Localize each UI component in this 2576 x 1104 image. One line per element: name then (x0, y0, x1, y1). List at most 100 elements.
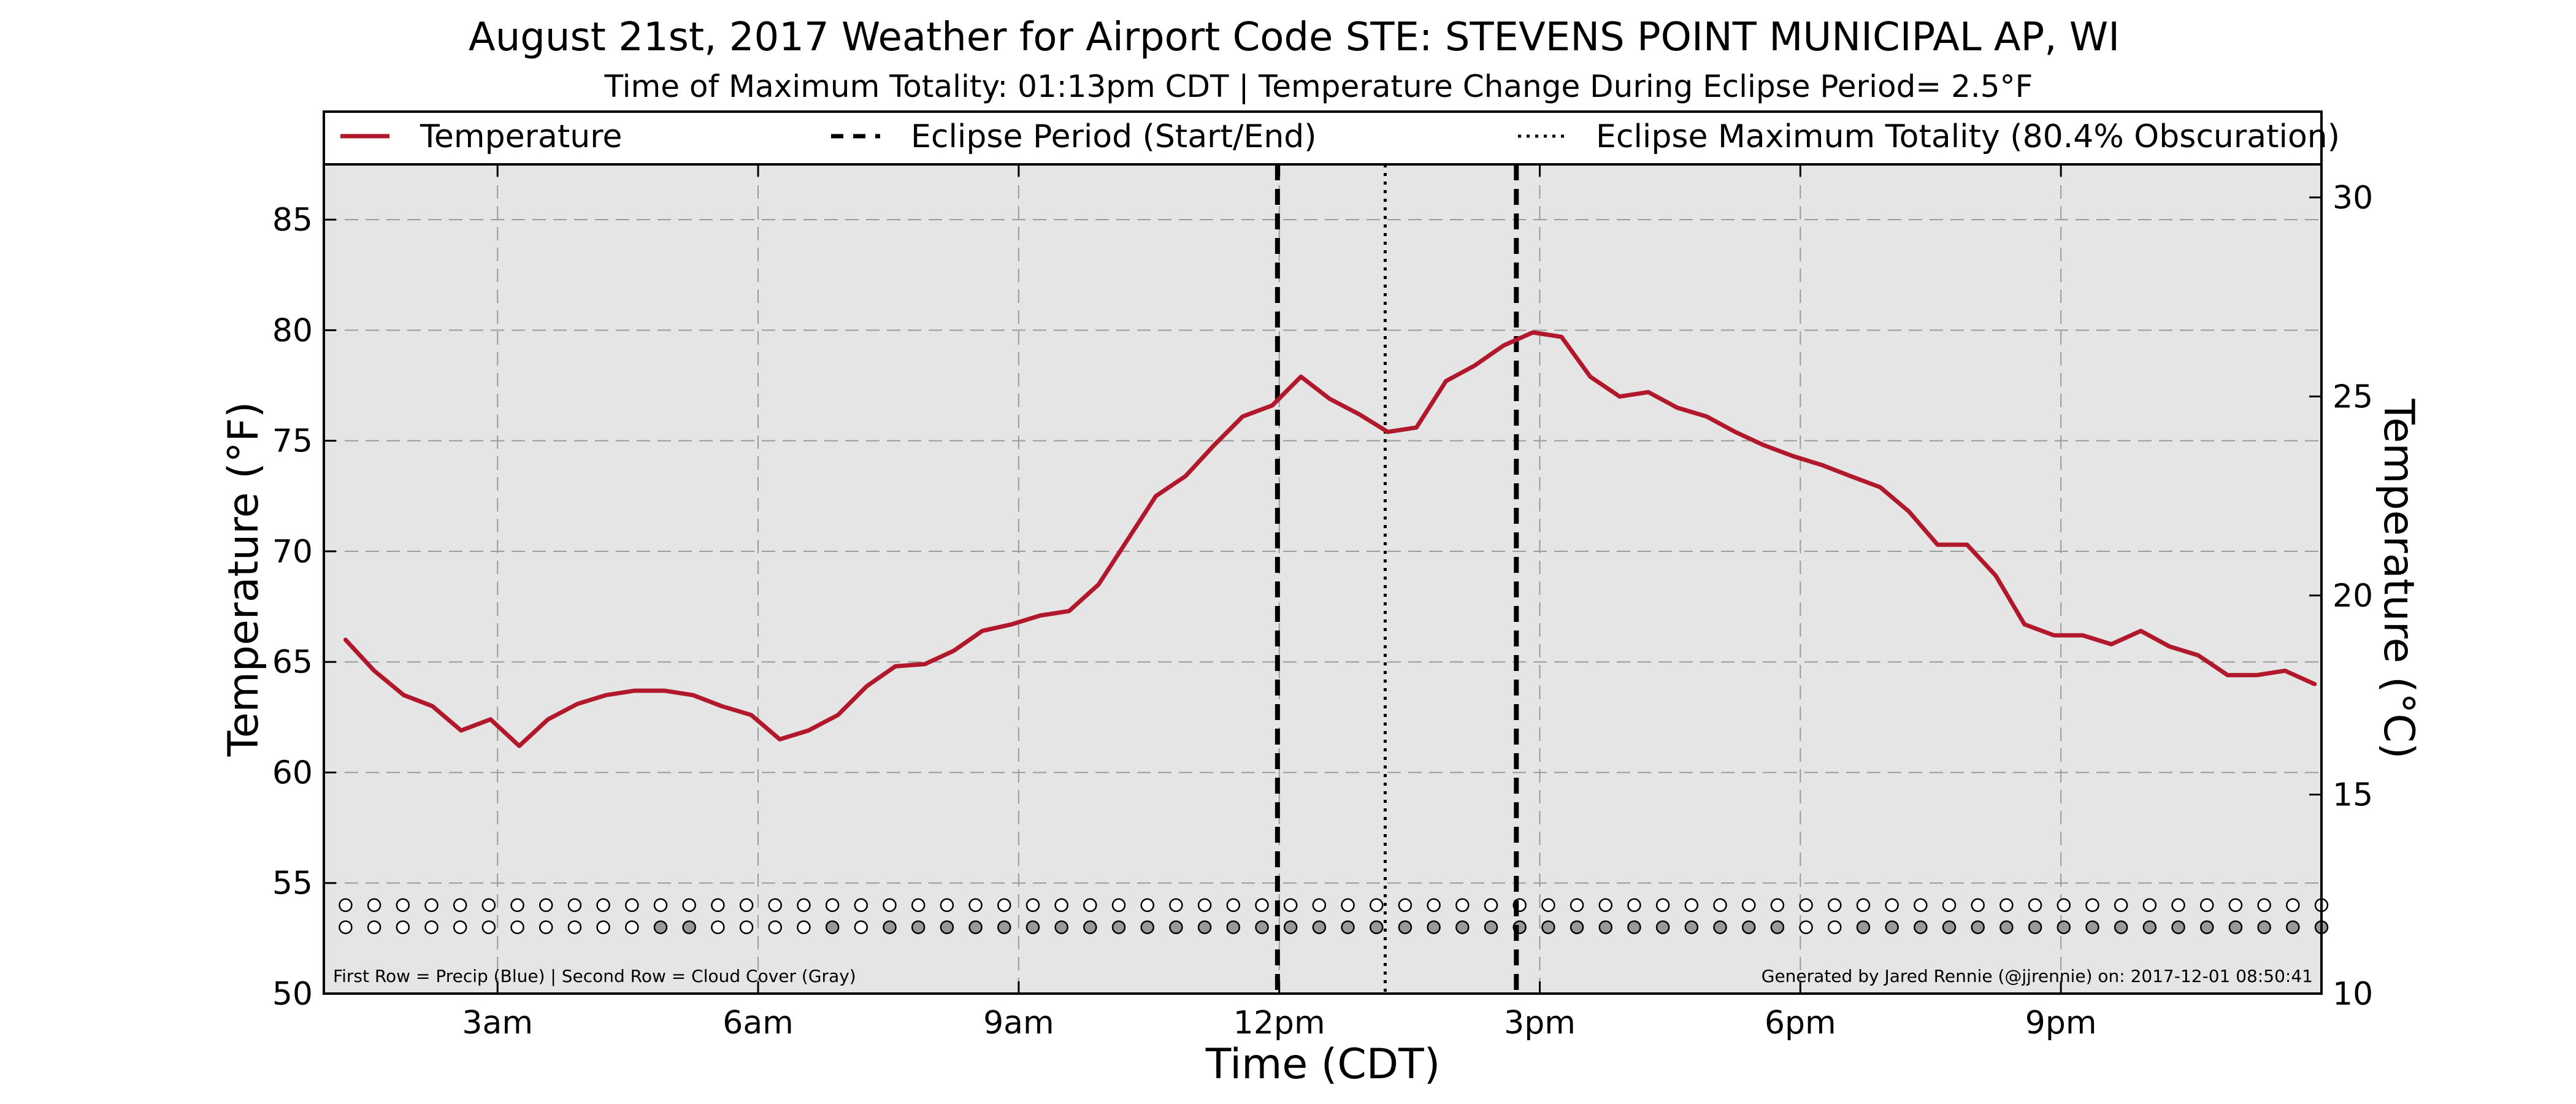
cloud-cover-marker (1684, 920, 1699, 935)
precip-marker (1484, 898, 1498, 913)
cloud-cover-marker (339, 920, 353, 935)
precip-marker (1312, 898, 1327, 913)
y-axis-label: Temperature (°F) (220, 402, 268, 757)
y-axis-label-right: Temperature (°C) (2374, 399, 2423, 759)
precip-marker (940, 898, 954, 913)
y-tick-label: 75 (272, 423, 313, 460)
precip-marker (1369, 898, 1384, 913)
precip-marker (1197, 898, 1212, 913)
cloud-cover-marker (2228, 920, 2243, 935)
precip-marker (1341, 898, 1355, 913)
precip-marker (424, 898, 439, 913)
cloud-cover-marker (1856, 920, 1871, 935)
cloud-cover-marker (997, 920, 1011, 935)
x-tick-label: 9am (983, 1005, 1054, 1041)
precip-marker (1655, 898, 1670, 913)
cloud-cover-marker (2171, 920, 2185, 935)
cloud-cover-marker (481, 920, 496, 935)
precip-marker (1799, 898, 1813, 913)
cloud-cover-marker (911, 920, 926, 935)
precip-marker (1999, 898, 2014, 913)
cloud-cover-marker (1255, 920, 1269, 935)
cloud-cover-marker (1799, 920, 1813, 935)
temperature-line (343, 330, 2317, 748)
y-tick-label-right: 20 (2333, 578, 2373, 615)
precip-marker (1856, 898, 1871, 913)
precip-marker (2199, 898, 2214, 913)
chart-subtitle: Time of Maximum Totality: 01:13pm CDT | … (604, 69, 2033, 104)
precip-marker (1427, 898, 1441, 913)
cloud-cover-marker (1341, 920, 1355, 935)
cloud-cover-marker (510, 920, 524, 935)
y-tick-label: 50 (272, 976, 313, 1013)
axis-ticks: 3am 6am 9am 12pm 3pm 6pm 9pm 50 55 60 65 70 75 80 85 10… (272, 164, 2373, 1041)
cloud-cover-marker (2028, 920, 2042, 935)
cloud-cover-marker (539, 920, 553, 935)
precip-marker (1914, 898, 1928, 913)
precip-marker (625, 898, 639, 913)
precip-marker (510, 898, 524, 913)
precip-marker (339, 898, 353, 913)
precip-marker (911, 898, 926, 913)
precip-marker (539, 898, 553, 913)
precip-marker (1741, 898, 1756, 913)
y-tick-label-right: 15 (2333, 776, 2373, 813)
cloud-cover-marker (2257, 920, 2271, 935)
cloud-cover-marker (1427, 920, 1441, 935)
precip-marker (2286, 898, 2300, 913)
precip-marker (1169, 898, 1183, 913)
cloud-cover-marker (1770, 920, 1785, 935)
precip-marker (682, 898, 696, 913)
precip-marker (1627, 898, 1641, 913)
cloud-cover-marker (367, 920, 381, 935)
cloud-cover-marker (940, 920, 954, 935)
legend-totality-label: Eclipse Maximum Totality (80.4% Obscurat… (1596, 118, 2340, 155)
precip-marker (2142, 898, 2157, 913)
precip-marker (883, 898, 897, 913)
y-tick-label: 65 (272, 644, 313, 681)
cloud-cover-marker (1541, 920, 1555, 935)
precip-marker (1083, 898, 1097, 913)
precip-marker (453, 898, 467, 913)
precip-marker (1570, 898, 1584, 913)
y-tick-label: 55 (272, 865, 313, 902)
legend: Temperature Eclipse Period (Start/End) E… (323, 110, 2340, 166)
x-tick-label: 6pm (1765, 1005, 1836, 1041)
cloud-cover-marker (1197, 920, 1212, 935)
cloud-cover-marker (1111, 920, 1126, 935)
precip-marker (1684, 898, 1699, 913)
cloud-cover-marker (1054, 920, 1068, 935)
precip-marker (1713, 898, 1727, 913)
footnote-right: Generated by Jared Rennie (@jjrennie) on… (1761, 966, 2313, 986)
y-tick-label-right: 30 (2333, 180, 2373, 217)
precip-marker (1226, 898, 1241, 913)
x-axis-label: Time (CDT) (1205, 1040, 1440, 1089)
y-tick-label: 70 (272, 534, 313, 570)
precip-marker (1283, 898, 1298, 913)
y-tick-label-right: 10 (2333, 976, 2373, 1013)
precip-marker (653, 898, 668, 913)
precip-marker (2228, 898, 2243, 913)
cloud-cover-marker (797, 920, 811, 935)
precip-marker (968, 898, 983, 913)
cloud-cover-marker (1140, 920, 1154, 935)
precip-marker (1255, 898, 1269, 913)
precip-marker (1598, 898, 1613, 913)
series-layer (343, 330, 2317, 748)
cloud-cover-marker (1598, 920, 1613, 935)
precip-marker (1971, 898, 1985, 913)
cloud-cover-marker (1312, 920, 1327, 935)
precip-marker (396, 898, 410, 913)
precip-marker (1111, 898, 1126, 913)
precip-marker (1455, 898, 1470, 913)
precip-marker (797, 898, 811, 913)
cloud-cover-marker (768, 920, 782, 935)
cloud-cover-marker (2199, 920, 2214, 935)
precip-marker (1054, 898, 1068, 913)
precip-marker (2171, 898, 2185, 913)
y-tick-label: 80 (272, 312, 313, 349)
y-tick-label: 60 (272, 754, 313, 791)
cloud-cover-marker (1484, 920, 1498, 935)
cloud-cover-marker (1570, 920, 1584, 935)
